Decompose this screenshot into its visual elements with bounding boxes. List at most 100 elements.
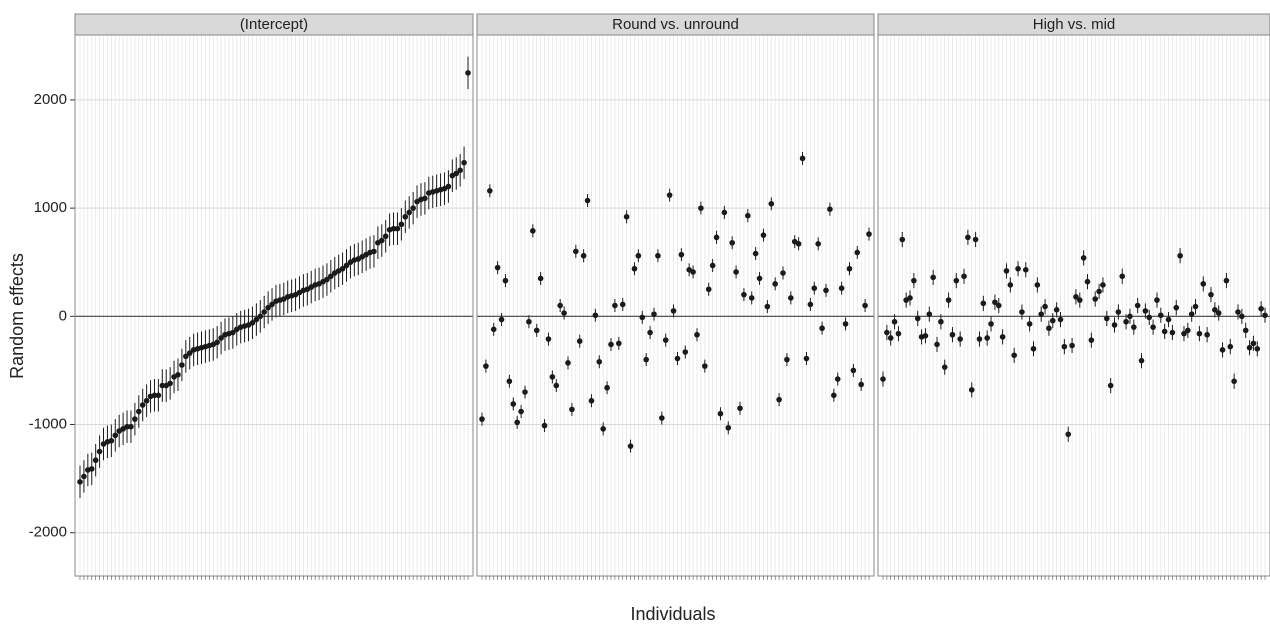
- point: [214, 339, 220, 346]
- point: [1169, 329, 1176, 336]
- point: [752, 250, 759, 257]
- point: [1215, 310, 1222, 316]
- point: [506, 378, 513, 385]
- point: [576, 338, 583, 345]
- point: [1154, 297, 1160, 303]
- point: [186, 350, 193, 356]
- y-tick-label: 1000: [34, 199, 67, 216]
- point: [557, 302, 563, 309]
- point: [741, 291, 747, 298]
- point: [537, 275, 544, 282]
- point: [1011, 352, 1017, 359]
- point: [737, 405, 743, 412]
- point: [780, 270, 786, 276]
- point: [124, 423, 130, 430]
- point: [690, 269, 696, 275]
- point: [588, 397, 595, 404]
- point: [891, 318, 898, 325]
- point: [526, 318, 532, 325]
- point: [1092, 296, 1099, 302]
- point: [569, 406, 575, 413]
- point: [961, 273, 967, 280]
- point: [1231, 378, 1237, 385]
- point: [1007, 282, 1014, 288]
- point: [541, 422, 548, 429]
- point: [807, 301, 814, 308]
- point: [627, 443, 634, 449]
- point: [494, 264, 501, 271]
- point: [616, 340, 622, 347]
- point: [1088, 337, 1095, 343]
- point: [522, 389, 528, 395]
- point: [1049, 317, 1056, 324]
- point: [1019, 309, 1025, 315]
- point: [772, 281, 778, 287]
- point: [445, 183, 452, 190]
- point: [1146, 314, 1153, 321]
- y-axis-label: Random effects: [7, 253, 27, 379]
- point: [930, 274, 936, 281]
- strip-label: Round vs. unround: [612, 16, 739, 33]
- point: [980, 300, 987, 307]
- point: [1177, 252, 1183, 259]
- point: [269, 301, 275, 308]
- point: [565, 360, 571, 366]
- point: [324, 276, 330, 283]
- point: [108, 437, 115, 444]
- point: [265, 304, 271, 311]
- point: [788, 295, 794, 301]
- point: [1165, 316, 1172, 323]
- point: [1127, 313, 1133, 320]
- point: [842, 321, 849, 327]
- point: [1046, 325, 1052, 332]
- point: [1250, 340, 1257, 347]
- point: [1030, 345, 1037, 352]
- point: [1123, 318, 1129, 325]
- point: [733, 269, 739, 275]
- point: [339, 265, 346, 272]
- point: [992, 299, 998, 306]
- point: [914, 315, 921, 322]
- point: [729, 239, 735, 246]
- point: [580, 252, 587, 259]
- point: [1096, 288, 1102, 295]
- point: [1235, 309, 1241, 315]
- point: [1065, 431, 1072, 438]
- point: [553, 382, 560, 389]
- point: [713, 234, 720, 241]
- point: [1142, 308, 1149, 314]
- point: [490, 326, 497, 333]
- point: [92, 457, 99, 464]
- point: [647, 329, 653, 336]
- point: [608, 341, 614, 348]
- point: [976, 336, 983, 342]
- point: [1084, 278, 1091, 285]
- point: [457, 167, 463, 174]
- point: [623, 213, 630, 220]
- point: [479, 416, 485, 422]
- point: [1212, 307, 1218, 313]
- point: [518, 408, 524, 415]
- point: [382, 233, 389, 240]
- point: [635, 252, 642, 259]
- point: [1073, 294, 1079, 300]
- point: [666, 192, 673, 198]
- y-tick-label: 2000: [34, 91, 67, 108]
- point: [662, 337, 669, 343]
- point: [155, 392, 162, 399]
- point: [968, 387, 975, 393]
- x-axis-label: Individuals: [630, 604, 715, 624]
- point: [1223, 277, 1230, 284]
- point: [887, 335, 894, 341]
- point: [1196, 330, 1203, 337]
- point: [934, 341, 940, 348]
- point: [884, 329, 890, 336]
- point: [655, 252, 661, 259]
- strip-label: (Intercept): [240, 16, 308, 33]
- point: [619, 301, 626, 308]
- point: [999, 334, 1006, 340]
- point: [530, 228, 536, 234]
- point: [410, 205, 416, 211]
- point: [1103, 315, 1110, 322]
